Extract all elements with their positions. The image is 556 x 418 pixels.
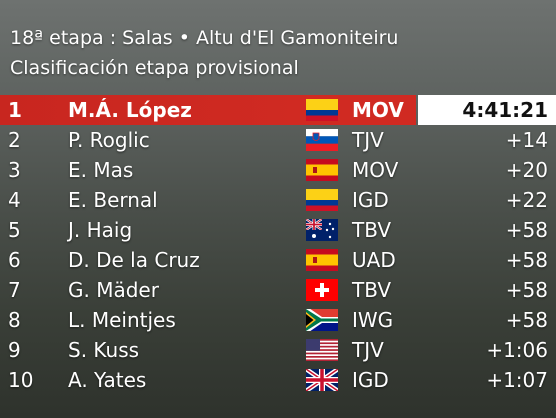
rider-name: A. Yates <box>68 368 147 392</box>
position: 6 <box>8 248 21 272</box>
flag <box>306 129 338 151</box>
rider-name: S. Kuss <box>68 338 140 362</box>
time: +20 <box>505 158 548 182</box>
row: 10 A. Yates IGD +1:07 <box>0 365 556 395</box>
row: 6 D. De la Cruz UAD +58 <box>0 245 556 275</box>
time: 4:41:21 <box>462 98 548 122</box>
position: 3 <box>8 158 21 182</box>
stage-title: 18ª etapa : Salas • Altu d'El Gamoniteir… <box>10 27 399 49</box>
flag <box>306 219 338 241</box>
time: +58 <box>505 308 548 332</box>
position: 4 <box>8 188 21 212</box>
row: 8 L. Meintjes IWG +58 <box>0 305 556 335</box>
team: TJV <box>352 128 384 152</box>
flag <box>306 369 338 391</box>
rider-name: D. De la Cruz <box>68 248 200 272</box>
team: TJV <box>352 338 384 362</box>
team: IGD <box>352 368 389 392</box>
row: 9 S. Kuss TJV +1:06 <box>0 335 556 365</box>
row: 2 P. Roglic TJV +14 <box>0 125 556 155</box>
team: TBV <box>352 218 392 242</box>
row: 7 G. Mäder TBV +58 <box>0 275 556 305</box>
team: IGD <box>352 188 389 212</box>
flag <box>306 309 338 331</box>
rider-name: P. Roglic <box>68 128 150 152</box>
rider-name: G. Mäder <box>68 278 159 302</box>
time: +58 <box>505 248 548 272</box>
rider-name: E. Bernal <box>68 188 158 212</box>
flag <box>306 159 338 181</box>
row: 4 E. Bernal IGD +22 <box>0 185 556 215</box>
leader-time-box: 4:41:21 <box>418 95 556 125</box>
flag <box>306 339 338 361</box>
time: +14 <box>505 128 548 152</box>
time: +22 <box>505 188 548 212</box>
time: +58 <box>505 218 548 242</box>
position: 5 <box>8 218 21 242</box>
position: 2 <box>8 128 21 152</box>
flag <box>306 99 338 121</box>
position: 1 <box>8 98 22 122</box>
team: MOV <box>352 98 404 122</box>
flag <box>306 279 338 301</box>
row: 3 E. Mas MOV +20 <box>0 155 556 185</box>
leader-row: 1 M.Á. López MOV <box>0 95 416 125</box>
rider-name: L. Meintjes <box>68 308 176 332</box>
time: +58 <box>505 278 548 302</box>
team: UAD <box>352 248 396 272</box>
rider-name: E. Mas <box>68 158 134 182</box>
team: IWG <box>352 308 394 332</box>
row: 5 J. Haig TBV +58 <box>0 215 556 245</box>
time: +1:07 <box>486 368 548 392</box>
team: TBV <box>352 278 392 302</box>
team: MOV <box>352 158 399 182</box>
flag <box>306 189 338 211</box>
rider-name: J. Haig <box>68 218 133 242</box>
position: 7 <box>8 278 21 302</box>
time: +1:06 <box>486 338 548 362</box>
position: 8 <box>8 308 21 332</box>
flag <box>306 249 338 271</box>
position: 10 <box>8 368 34 392</box>
position: 9 <box>8 338 21 362</box>
rider-name: M.Á. López <box>68 98 192 122</box>
classification-subtitle: Clasificación etapa provisional <box>10 57 299 79</box>
